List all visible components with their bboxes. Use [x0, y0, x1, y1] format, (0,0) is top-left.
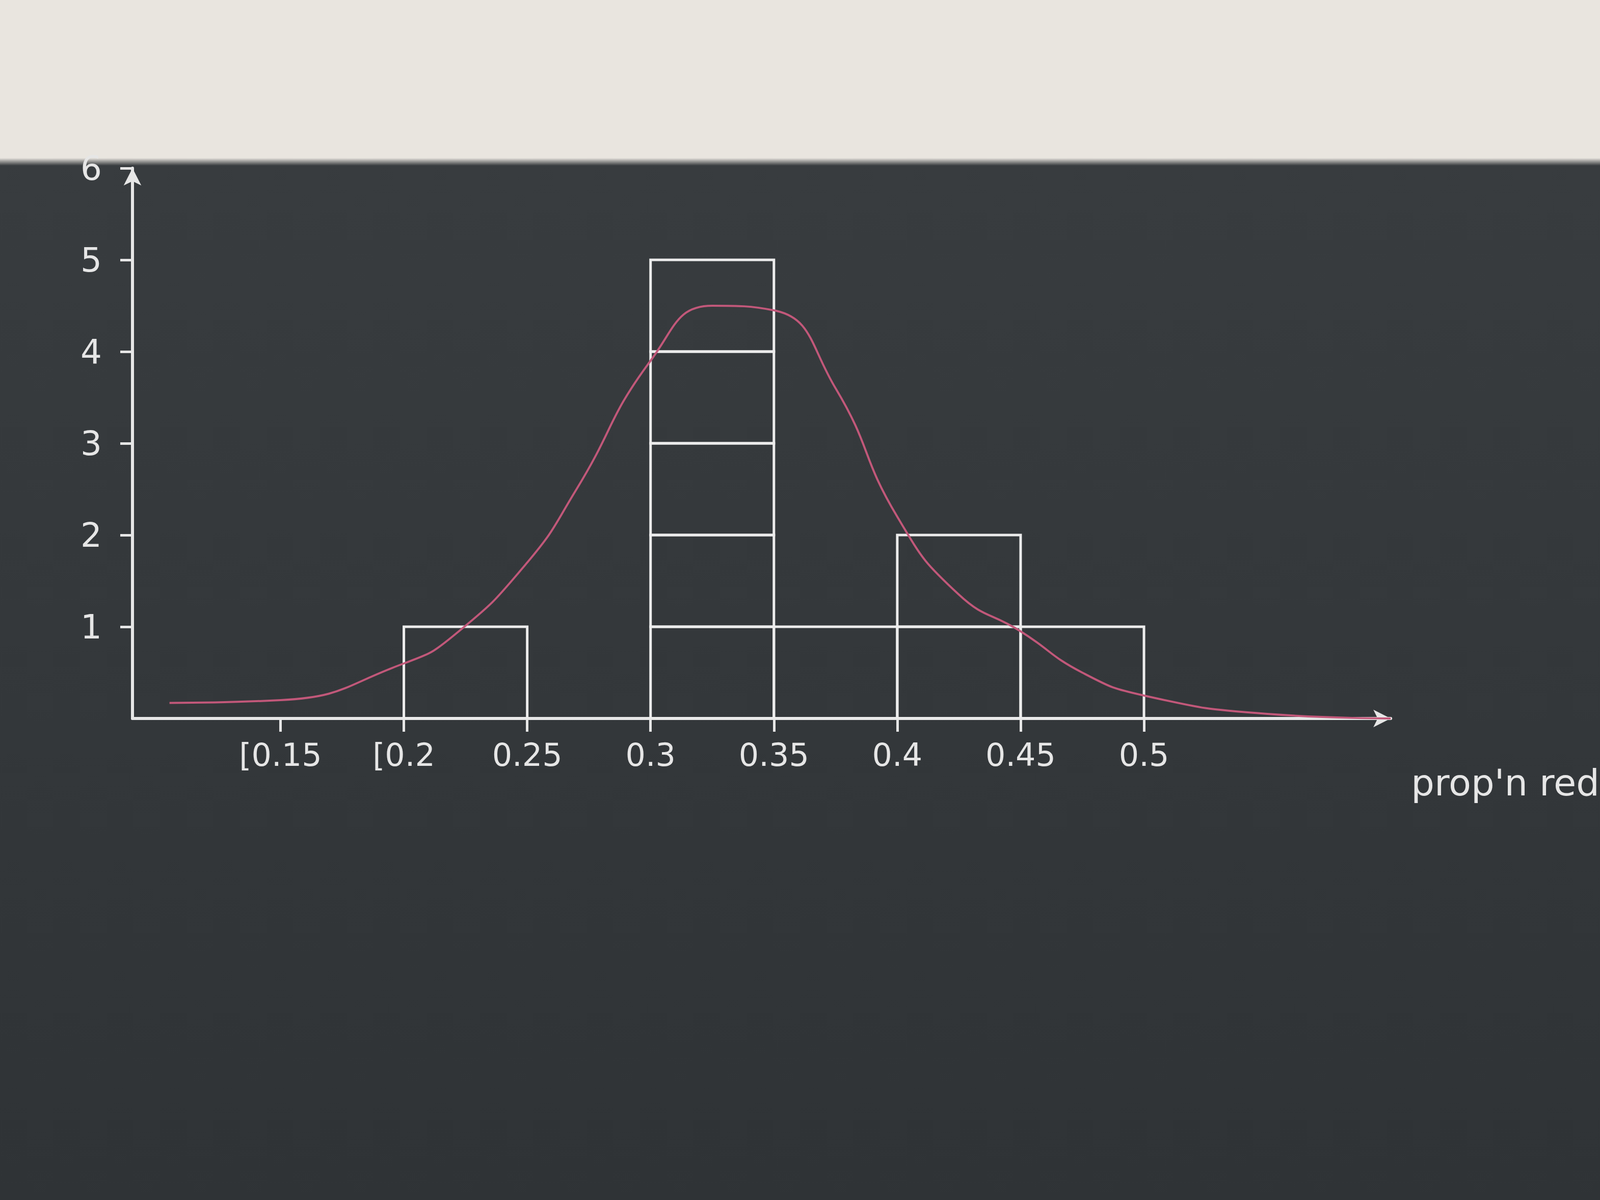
svg-text:[0.2: [0.2 — [372, 736, 436, 774]
svg-text:5: 5 — [80, 240, 102, 280]
svg-text:0.5: 0.5 — [1118, 736, 1170, 774]
svg-text:3: 3 — [80, 423, 102, 464]
svg-text:0.45: 0.45 — [985, 736, 1056, 774]
svg-text:1: 1 — [80, 607, 102, 647]
svg-text:0.25: 0.25 — [492, 736, 563, 774]
svg-text:4: 4 — [80, 332, 102, 372]
svg-text:2: 2 — [80, 515, 102, 555]
svg-text:prop'n red: prop'n red — [1410, 761, 1600, 805]
svg-text:0.35: 0.35 — [738, 736, 810, 774]
svg-text:0.3: 0.3 — [625, 736, 676, 774]
svg-text:0.4: 0.4 — [872, 736, 923, 774]
svg-text:[0.15: [0.15 — [238, 736, 322, 774]
svg-text:6: 6 — [80, 148, 102, 189]
